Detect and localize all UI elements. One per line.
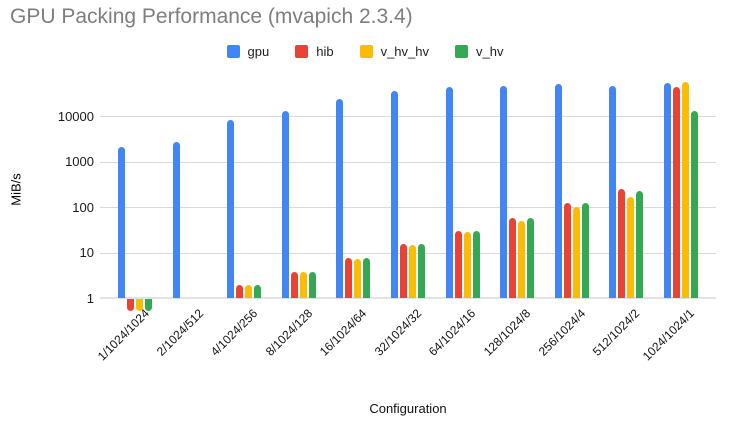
x-category-label: 2/1024/512 [153, 306, 207, 359]
legend-label: v_hv [476, 43, 504, 59]
bar-v_hv_hv-8/1024/128 [299, 272, 307, 298]
bar-gpu-4/1024/256 [227, 120, 235, 298]
bar-v_hv-256/1024/4 [581, 203, 589, 298]
bar-hib-256/1024/4 [563, 202, 571, 298]
bar-v_hv-128/1024/8 [527, 218, 535, 298]
bar-v_hv-16/1024/64 [363, 258, 371, 298]
x-category-label: 1/1024/1024 [94, 306, 152, 364]
bar-v_hv-64/1024/16 [472, 230, 480, 298]
legend-swatch-icon [359, 44, 373, 58]
y-tick-label: 10 [79, 245, 94, 260]
x-category-label: 64/1024/16 [426, 306, 479, 359]
bar-hib-8/1024/128 [290, 271, 298, 298]
bar-v_hv_hv-4/1024/256 [245, 285, 253, 298]
bar-gpu-32/1024/32 [391, 90, 398, 298]
bar-v_hv_hv-32/1024/32 [409, 245, 416, 298]
bar-gpu-1024/1024/1 [663, 83, 671, 298]
x-axis-title: Configuration [369, 401, 447, 416]
bar-gpu-16/1024/64 [336, 98, 344, 298]
legend-item-gpu: gpu [226, 43, 270, 59]
x-category-label: 1024/1024/1 [639, 306, 697, 364]
y-tick-label: 1000 [65, 154, 94, 169]
legend-label: gpu [247, 43, 270, 59]
bar-hib-512/1024/2 [618, 189, 626, 298]
x-category-label: 512/1024/2 [590, 306, 643, 359]
bar-gpu-1/1024/1024 [118, 146, 126, 298]
x-category-label: 128/1024/8 [480, 306, 534, 359]
bar-v_hv-4/1024/256 [254, 285, 262, 298]
baseline [100, 297, 716, 299]
bar-v_hv_hv-16/1024/64 [354, 258, 362, 298]
bar-gpu-128/1024/8 [500, 85, 508, 298]
grid-line [100, 252, 716, 254]
bar-hib-128/1024/8 [509, 217, 517, 298]
grid-line [100, 116, 716, 117]
bar-v_hv-32/1024/32 [418, 244, 425, 298]
bar-hib-64/1024/16 [454, 230, 462, 298]
x-category-label: 32/1024/32 [371, 306, 425, 359]
bar-hib-1024/1024/1 [672, 86, 680, 298]
legend-swatch-icon [226, 44, 240, 58]
x-category-label: 4/1024/256 [208, 306, 261, 359]
x-category-label: 256/1024/4 [535, 306, 588, 359]
bar-v_hv_hv-1024/1024/1 [681, 82, 689, 298]
bar-v_hv-8/1024/128 [308, 271, 316, 298]
bar-v_hv_hv-64/1024/16 [463, 232, 471, 298]
chart-title: GPU Packing Performance (mvapich 2.3.4) [10, 5, 413, 28]
bar-gpu-2/1024/512 [172, 141, 180, 298]
bar-v_hv-1/1024/1024 [145, 299, 153, 311]
bar-gpu-8/1024/128 [281, 110, 289, 298]
y-tick-label: 100 [72, 199, 94, 215]
legend-item-hib: hib [295, 43, 334, 59]
x-category-label: 16/1024/64 [317, 306, 370, 359]
legend-label: v_hv_hv [380, 43, 429, 59]
legend-swatch-icon [455, 44, 468, 58]
bar-hib-32/1024/32 [400, 244, 407, 298]
y-axis-title: MiB/s [8, 173, 24, 206]
legend-item-v_hv_hv: v_hv_hv [359, 43, 429, 59]
x-category-label: 8/1024/128 [262, 306, 316, 359]
y-tick-label: 1 [86, 290, 94, 306]
bar-gpu-64/1024/16 [445, 87, 453, 298]
legend-item-v_hv: v_hv [455, 44, 503, 59]
bar-v_hv-512/1024/2 [636, 190, 644, 298]
bar-v_hv_hv-128/1024/8 [518, 220, 526, 298]
bar-gpu-512/1024/2 [609, 85, 617, 298]
bar-gpu-256/1024/4 [554, 84, 562, 298]
bar-hib-1/1024/1024 [127, 299, 135, 311]
legend-swatch-icon [295, 44, 309, 58]
legend-label: hib [316, 43, 334, 59]
grid-line [100, 161, 716, 163]
bar-hib-16/1024/64 [345, 258, 353, 298]
bar-v_hv_hv-256/1024/4 [572, 207, 580, 298]
bar-v_hv_hv-1/1024/1024 [136, 299, 144, 311]
bar-v_hv-1024/1024/1 [690, 110, 698, 298]
y-tick-label: 10000 [57, 108, 94, 124]
bar-v_hv_hv-512/1024/2 [627, 197, 635, 298]
legend: gpu hib v_hv_hv v_hv [0, 42, 730, 60]
bar-hib-4/1024/256 [236, 285, 244, 298]
grid-line [100, 207, 716, 208]
